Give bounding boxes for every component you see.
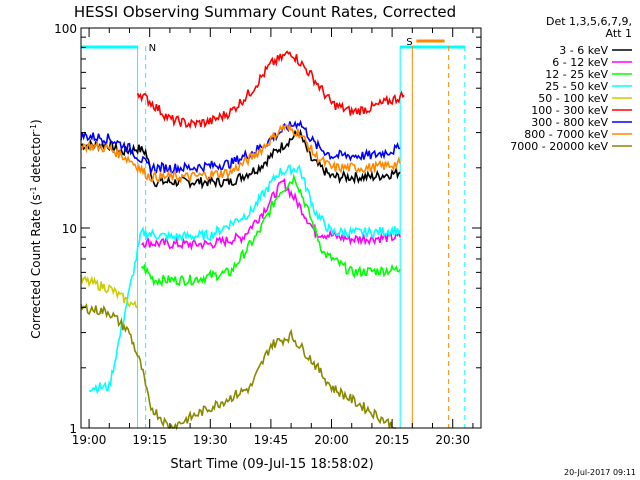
- x-tick-label: 20:15: [375, 433, 410, 447]
- legend-label: 25 - 50 keV: [545, 80, 608, 93]
- annotation-n: N: [149, 43, 156, 54]
- legend-label: 800 - 7000 keV: [524, 128, 608, 141]
- legend-label: 3 - 6 keV: [559, 44, 608, 57]
- x-tick-label: 19:30: [193, 433, 228, 447]
- plot-area: NS: [80, 37, 466, 431]
- series-line-3: [89, 163, 401, 395]
- series-line-8: [80, 303, 397, 431]
- legend-header-line1: Det 1,3,5,6,7,9,: [546, 15, 632, 28]
- y-axis-label: Corrected Count Rate (s-1 detector-1): [29, 119, 44, 338]
- x-tick-label: 19:45: [254, 433, 289, 447]
- annotation-s: S: [406, 37, 412, 48]
- legend-label: 50 - 100 keV: [538, 92, 608, 105]
- series-line-0: [80, 128, 401, 190]
- x-tick-label: 20:00: [314, 433, 349, 447]
- legend-label: 12 - 25 keV: [545, 68, 608, 81]
- legend-header-line2: Att 1: [606, 27, 632, 40]
- y-tick-label: 10: [62, 222, 77, 236]
- legend-label: 100 - 300 keV: [531, 104, 608, 117]
- x-tick-label: 19:00: [72, 433, 107, 447]
- x-axis-label: Start Time (09-Jul-15 18:58:02): [170, 457, 373, 472]
- axes: 19:00 19:15 19:30 19:45 20:00 20:15 20:30 1 10 10…: [54, 22, 482, 447]
- legend-label: 6 - 12 keV: [552, 56, 608, 69]
- legend-label: 7000 - 20000 keV: [510, 140, 608, 153]
- series-line-2: [140, 173, 401, 288]
- legend-label: 300 - 800 keV: [531, 116, 608, 129]
- series-line-4: [80, 274, 138, 309]
- y-tick-label: 1: [69, 422, 77, 436]
- series-line-6: [80, 119, 401, 174]
- series-line-1: [140, 177, 401, 252]
- y-tick-label: 100: [54, 22, 77, 36]
- footer-timestamp: 20-Jul-2017 09:11: [564, 468, 636, 477]
- chart-title: HESSI Observing Summary Count Rates, Cor…: [74, 3, 456, 21]
- x-tick-label: 19:15: [132, 433, 167, 447]
- series-line-7: [80, 123, 401, 184]
- series-line-5: [136, 50, 405, 130]
- x-tick-label: 20:30: [435, 433, 470, 447]
